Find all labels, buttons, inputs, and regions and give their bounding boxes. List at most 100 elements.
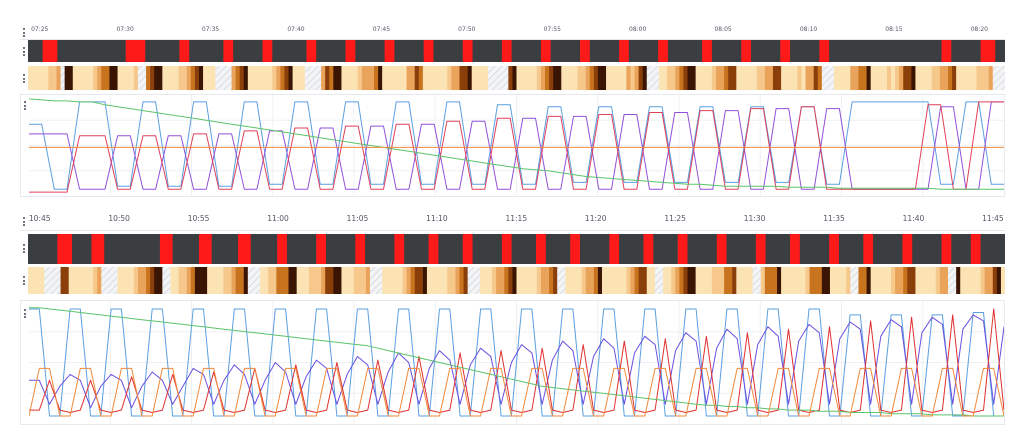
heat-cell: [561, 66, 566, 90]
heat-cell: [357, 66, 363, 90]
heat-cell: [239, 66, 245, 90]
x-tick-label: 11:45: [982, 214, 1004, 223]
heat-cell: [899, 267, 904, 294]
heat-cell: [109, 66, 115, 90]
heat-cell: [190, 66, 196, 90]
panel-menu-icon[interactable]: [22, 244, 26, 253]
state-on-block: [790, 234, 800, 264]
x-tick-label: 08:00: [629, 26, 647, 33]
heat-cell: [516, 66, 522, 90]
heat-cell: [927, 267, 933, 294]
heat-cell: [781, 66, 786, 90]
heat-cell: [64, 66, 70, 90]
heat-cell: [174, 267, 180, 294]
heat-cell: [447, 66, 452, 90]
heat-cell: [52, 267, 58, 294]
heat-cell: [488, 267, 493, 294]
heat-cell: [960, 267, 965, 294]
heat-cell: [569, 66, 575, 90]
panel-menu-icon[interactable]: [22, 74, 26, 83]
heat-cell: [504, 66, 509, 90]
heat-cell: [60, 66, 66, 90]
panel-menu-icon[interactable]: [23, 309, 27, 318]
heat-cell: [960, 66, 965, 90]
heat-cell: [549, 66, 554, 90]
heat-cell: [931, 267, 937, 294]
heat-cell: [76, 66, 82, 90]
state-on-block: [277, 234, 287, 264]
heat-cell: [952, 66, 957, 90]
panel-menu-icon[interactable]: [22, 217, 26, 226]
state-on-block: [198, 234, 212, 264]
heat-cell: [976, 66, 982, 90]
heat-cell: [410, 267, 416, 294]
heat-cell: [325, 267, 330, 294]
heat-cell: [492, 66, 497, 90]
heat-cell: [728, 66, 733, 90]
heat-cell: [964, 267, 969, 294]
heat-cell: [907, 267, 912, 294]
heat-cell: [536, 66, 542, 90]
heat-cell: [903, 66, 908, 90]
x-tick-label: 10:45: [28, 214, 51, 223]
heat-cell: [948, 66, 953, 90]
heat-cell: [720, 267, 725, 294]
heat-cell: [296, 66, 302, 90]
heat-cell: [219, 66, 224, 90]
heat-cell: [593, 66, 599, 90]
panel-menu-icon[interactable]: [23, 101, 27, 110]
heat-cell: [109, 267, 115, 294]
heat-cell: [44, 267, 49, 294]
state-on-block: [394, 234, 405, 264]
heat-cell: [72, 66, 78, 90]
panel-menu-icon[interactable]: [22, 28, 26, 37]
x-tick-label: 11:10: [426, 214, 448, 223]
heat-cell: [658, 267, 664, 294]
heat-cell: [308, 66, 314, 90]
heat-cell: [911, 267, 917, 294]
heat-cell: [414, 267, 420, 294]
heat-cell: [325, 66, 330, 90]
heat-cell: [724, 267, 729, 294]
x-tick-label: 10:55: [187, 214, 210, 223]
heat-cell: [927, 66, 933, 90]
heat-cell: [162, 66, 168, 90]
heat-cell: [569, 267, 575, 294]
panel-menu-icon[interactable]: [22, 276, 26, 285]
heat-cell: [610, 66, 615, 90]
state-on-block: [42, 40, 58, 62]
heat-cell: [614, 66, 619, 90]
heat-cell: [829, 66, 835, 90]
heat-cell: [943, 267, 949, 294]
heat-cell: [601, 267, 607, 294]
heat-cell: [321, 267, 326, 294]
heat-cell: [500, 66, 505, 90]
heat-cell: [793, 267, 798, 294]
heat-cell: [679, 66, 685, 90]
heat-cell: [996, 66, 1002, 90]
heat-cell: [895, 66, 900, 90]
heat-cell: [854, 267, 860, 294]
heat-cell: [829, 267, 835, 294]
heat-cell: [707, 66, 713, 90]
heat-cell: [992, 66, 998, 90]
panel-menu-icon[interactable]: [22, 47, 26, 56]
heat-cell: [874, 66, 880, 90]
state-on-block: [501, 40, 512, 62]
heat-cell: [577, 267, 583, 294]
heat-cell: [414, 66, 420, 90]
series-line: [29, 314, 1004, 409]
state-off-background: [28, 40, 1005, 62]
heat-cell: [895, 267, 900, 294]
heat-cell: [626, 66, 632, 90]
heat-cell: [292, 267, 298, 294]
heat-cell: [838, 267, 843, 294]
heat-cell: [321, 66, 326, 90]
heat-cell: [597, 267, 603, 294]
heat-cell: [764, 66, 770, 90]
heat-cell: [825, 66, 831, 90]
heat-cell: [866, 267, 872, 294]
state-on-block: [306, 40, 317, 62]
heat-cell: [862, 66, 868, 90]
heat-cell: [292, 66, 298, 90]
